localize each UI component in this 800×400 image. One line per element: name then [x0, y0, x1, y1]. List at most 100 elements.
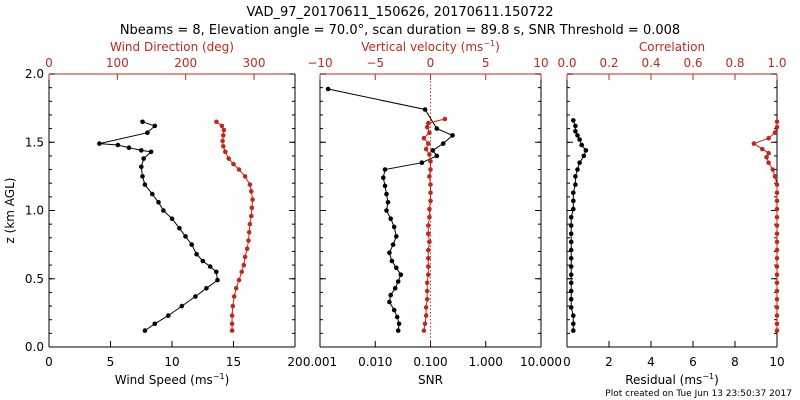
data-point — [424, 124, 430, 130]
data-point — [241, 262, 247, 268]
data-point — [229, 321, 235, 327]
x-top-axis-label: Vertical velocity (ms−1) — [361, 39, 500, 54]
data-point — [229, 313, 235, 318]
x-top-tick-label: 100 — [106, 56, 129, 70]
data-point — [440, 141, 446, 146]
data-point — [139, 164, 144, 170]
data-point — [247, 182, 253, 187]
data-point — [427, 206, 432, 212]
data-point — [573, 174, 578, 179]
data-point — [219, 123, 225, 129]
data-point — [434, 153, 440, 159]
data-point — [573, 123, 578, 129]
x-top-tick-label: 1.0 — [767, 56, 786, 70]
data-point — [774, 296, 780, 302]
data-point — [145, 130, 150, 135]
data-point — [774, 223, 780, 228]
data-point — [573, 182, 578, 187]
x-bottom-tick-label: 10 — [769, 355, 784, 369]
data-point — [387, 250, 392, 256]
data-point — [394, 265, 399, 271]
data-point — [97, 141, 102, 146]
data-point — [426, 272, 431, 278]
data-point — [428, 167, 433, 172]
data-point — [774, 198, 780, 204]
data-point — [250, 197, 255, 202]
data-point — [233, 286, 239, 291]
data-point — [249, 213, 254, 219]
data-point — [774, 215, 780, 220]
data-point — [427, 174, 432, 179]
data-point — [426, 247, 431, 253]
data-point — [774, 313, 780, 318]
data-point — [573, 129, 578, 134]
data-point — [193, 294, 198, 299]
data-point — [774, 182, 780, 187]
x-bottom-tick-label: 6 — [689, 355, 697, 369]
data-point — [395, 328, 401, 333]
data-point — [246, 230, 252, 235]
data-point — [207, 264, 213, 269]
series-line — [216, 121, 254, 331]
x-bottom-tick-label: 20 — [287, 355, 302, 369]
x-bottom-tick-label: 0.100 — [413, 355, 447, 369]
figure-title-line2: Nbeams = 8, Elevation angle = 70.0°, sca… — [120, 23, 680, 38]
data-point — [428, 182, 433, 187]
x-bottom-tick-label: 0 — [45, 355, 53, 369]
x-bottom-tick-label: 0 — [563, 355, 571, 369]
data-point — [140, 174, 145, 179]
data-point — [583, 148, 589, 153]
data-point — [421, 135, 427, 141]
data-point — [177, 225, 182, 231]
data-point — [568, 264, 574, 269]
data-point — [179, 303, 185, 309]
data-point — [244, 246, 250, 251]
x-bottom-tick-label: 4 — [647, 355, 655, 369]
data-point — [395, 279, 401, 284]
data-point — [422, 107, 428, 112]
data-point — [571, 313, 576, 318]
data-point — [242, 254, 248, 260]
data-point — [568, 255, 574, 261]
data-point — [774, 264, 780, 269]
y-axis-label: z (km AGL) — [3, 178, 17, 244]
data-point — [424, 296, 430, 302]
data-point — [150, 191, 155, 197]
data-point — [391, 307, 397, 313]
x-bottom-tick-label: 10.000 — [520, 355, 562, 369]
data-point — [774, 321, 780, 327]
data-point — [774, 119, 780, 125]
x-top-tick-label: 0 — [45, 56, 53, 70]
data-point — [577, 137, 582, 142]
data-point — [398, 272, 404, 278]
data-point — [141, 156, 146, 161]
x-top-tick-label: 0.6 — [683, 56, 702, 70]
x-top-tick-label: −10 — [307, 56, 332, 70]
data-point — [384, 208, 389, 213]
data-point — [774, 206, 780, 212]
data-point — [215, 277, 220, 283]
data-point — [204, 286, 209, 291]
data-point — [571, 328, 576, 333]
data-point — [774, 280, 780, 286]
data-point — [774, 239, 780, 245]
panels: 0.00.51.01.52.0z (km AGL)0 5 10 15 200 100 200… — [3, 39, 787, 387]
x-bottom-tick-label: 8 — [731, 355, 739, 369]
data-point — [568, 272, 574, 278]
data-point — [568, 239, 574, 245]
data-point — [426, 264, 431, 269]
data-point — [428, 198, 433, 204]
series-snr — [325, 86, 455, 333]
series-line — [99, 121, 219, 332]
panel-2: 0.001 0.010 0.100 1.000 10.000 −10 −5 0 5 10 SNR Ve… — [303, 39, 562, 387]
x-top-axis-label: Correlation — [639, 40, 705, 54]
x-top-tick-label: −5 — [366, 56, 384, 70]
x-bottom-tick-label: 1.000 — [469, 355, 503, 369]
data-point — [422, 321, 428, 327]
data-point — [231, 161, 236, 167]
data-point — [381, 175, 386, 180]
x-top-tick-label: 10 — [533, 56, 548, 70]
series-vertical-velocity — [421, 116, 448, 333]
data-point — [384, 191, 389, 197]
